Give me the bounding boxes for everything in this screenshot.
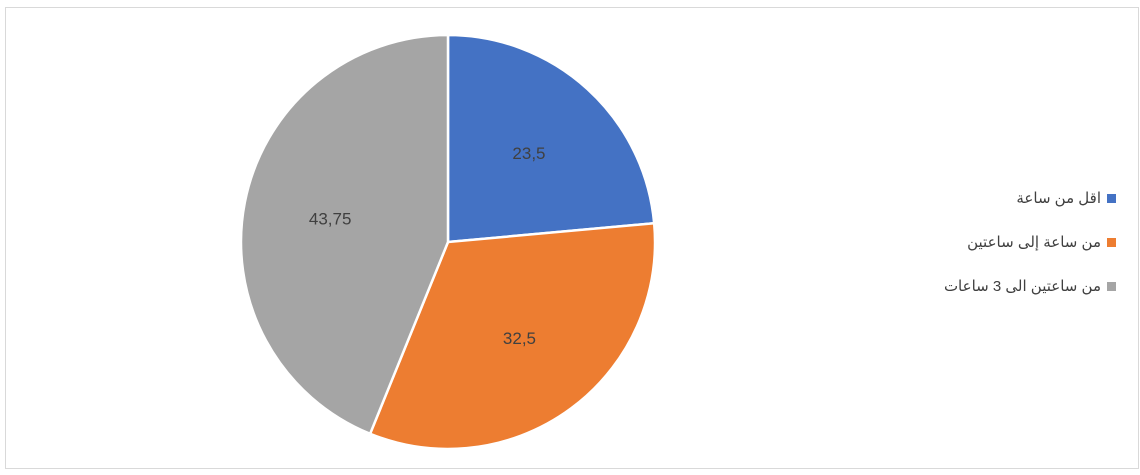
chart-area: 23,5 32,5 43,75 اقل من ساعة من ساعة إلى ساع… — [5, 7, 1139, 469]
legend-item-2: من ساعة إلى ساعتين — [856, 220, 1116, 264]
legend-item-1: اقل من ساعة — [856, 176, 1116, 220]
legend-swatch-2 — [1107, 237, 1116, 247]
legend-swatch-3 — [1107, 281, 1116, 291]
data-label-3: 43,75 — [309, 209, 352, 228]
legend-swatch-1 — [1107, 193, 1116, 203]
legend-label-2: من ساعة إلى ساعتين — [967, 234, 1101, 251]
data-label-2: 32,5 — [503, 329, 536, 348]
data-label-1: 23,5 — [512, 144, 545, 163]
pie-slice-1 — [446, 33, 656, 244]
legend: اقل من ساعة من ساعة إلى ساعتين من ساعتين ا… — [856, 176, 1116, 308]
legend-label-1: اقل من ساعة — [1016, 190, 1101, 207]
pie-chart: 23,5 32,5 43,75 — [239, 33, 657, 451]
legend-label-3: من ساعتين الى 3 ساعات — [943, 278, 1101, 295]
pie-slice-2 — [368, 222, 657, 451]
legend-item-3: من ساعتين الى 3 ساعات — [856, 264, 1116, 308]
pie-slice-3 — [239, 33, 450, 436]
